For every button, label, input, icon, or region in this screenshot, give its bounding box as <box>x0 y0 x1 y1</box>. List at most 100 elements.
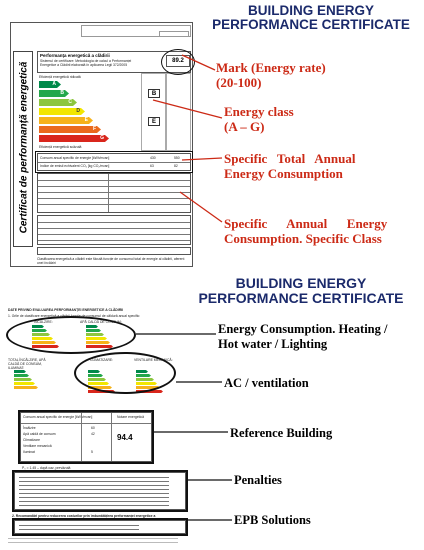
general-data-section <box>37 215 191 245</box>
callout-reference-building: Reference Building <box>230 426 332 441</box>
class-letter-e: E <box>84 117 88 123</box>
penalties-table <box>14 472 186 510</box>
total-bar-e <box>14 386 38 389</box>
solutions-highlight <box>12 518 188 536</box>
callout-total-line-2: Energy Consumption <box>224 166 343 182</box>
callout-class-line-2: (A – G) <box>224 119 265 135</box>
general-line-2 <box>38 228 190 229</box>
callout-mark-line-1: Mark (Energy rate) <box>216 60 326 75</box>
total-scale <box>14 370 42 390</box>
arrow-specific <box>179 191 223 223</box>
ref-score: 94.4 <box>117 433 133 442</box>
bottom-title: BUILDING ENERGY PERFORMANCE CERTIFICATE <box>178 276 424 305</box>
spec-col-line <box>108 174 109 212</box>
solutions-line-1 <box>19 525 139 526</box>
ref-header-line <box>21 423 151 424</box>
ref-value-1: 60 <box>91 426 95 430</box>
ref-row-2: Apă caldă de consum <box>23 432 56 436</box>
class-letter-f: F <box>92 126 96 132</box>
performance-header-text: Sistemul de certificare: Metodologia de … <box>40 59 132 68</box>
penalty-line-1 <box>19 477 169 478</box>
spec-row-line-5 <box>38 204 190 205</box>
consumption-divider <box>38 162 190 163</box>
penalty-line-3 <box>19 485 169 486</box>
consumption-highlight-rect <box>35 151 193 173</box>
solutions-box <box>14 520 186 534</box>
footer-line-1 <box>8 538 178 539</box>
class-letter-a: A <box>52 81 56 87</box>
class-bar-g: G <box>39 135 109 142</box>
ref-row-3: Climatizare <box>23 438 40 442</box>
energy-class-scale: Eficiență energetică ridicată A B C D E … <box>37 75 141 151</box>
ref-row-1: Încălzire <box>23 426 36 430</box>
bottom-title-line-2: PERFORMANCE CERTIFICATE <box>198 289 404 306</box>
footer-line-2 <box>8 542 178 543</box>
callout-mark-line-2: (20-100) <box>216 75 262 91</box>
co2-row-label: Indice de emisii echivalent CO₂ [kg CO₂/… <box>40 164 110 168</box>
solutions-line-2 <box>19 529 139 530</box>
class-bar-f: F <box>39 126 101 133</box>
vertical-title-bar: Certificat de performanță energetică <box>13 51 33 247</box>
cert2-section-title: DATE PRIVIND EVALUAREA PERFORMANȚEI ENER… <box>8 308 124 312</box>
consumption-value-2: 550 <box>174 156 180 160</box>
reference-class-marker: E <box>148 117 160 126</box>
callout-consumption: Energy Consumption. Heating / Hot water … <box>218 322 422 352</box>
penalty-line-2 <box>19 481 169 482</box>
callout-ac-line: AC / ventilation <box>224 376 309 390</box>
header-table <box>81 25 191 37</box>
arrow-mark <box>181 54 216 71</box>
general-line-3 <box>38 234 190 235</box>
arrow-class <box>152 99 223 119</box>
spec-row-line-3 <box>38 192 190 193</box>
scale-top-label: Eficiență energetică ridicată <box>39 75 81 79</box>
scale-bottom-label: Eficiență energetică scăzută <box>39 145 82 149</box>
consumption-row-label: Consum anual specific de energie [kWh/m²… <box>40 156 110 160</box>
score-highlight-ellipse <box>161 49 195 75</box>
callout-epb-line: EPB Solutions <box>234 513 311 527</box>
callout-specific-line-1: Specific Annual Energy <box>224 216 388 231</box>
spec-row-line-2 <box>38 186 190 187</box>
ref-header: Consum anual specific de energie [kWh/m²… <box>23 415 93 419</box>
certificate-footnote: Clasificarea energetică a clădirii este … <box>37 257 185 266</box>
total-bar-b <box>14 374 29 377</box>
callout-consumption-line-1: Energy Consumption. Heating / <box>218 322 388 336</box>
ref-row-5: Iluminat <box>23 450 35 454</box>
co2-value-2: 82 <box>174 164 178 168</box>
callout-consumption-line-2: Hot water / Lighting <box>218 337 328 351</box>
total-bar-a <box>14 370 26 373</box>
class-letter-g: G <box>100 135 104 141</box>
penalty-formula: P₀ = 1.45 – după caz, prevăzută <box>22 466 71 470</box>
general-line-4 <box>38 240 190 241</box>
callout-mark: Mark (Energy rate) (20-100) <box>216 60 326 91</box>
total-bar-d <box>14 382 35 385</box>
callout-total-consumption: Specific Total Annual Energy Consumption <box>224 151 420 182</box>
reference-building-table: Consum anual specific de energie [kWh/m²… <box>20 412 152 462</box>
label-total: TOTAL ÎNCĂLZIRE, APĂ CALDĂ DE CONSUM, IL… <box>8 358 46 371</box>
class-bar-d: D <box>39 108 85 115</box>
arrow-total <box>181 157 223 161</box>
callout-epb-solutions: EPB Solutions <box>234 513 311 528</box>
building-class-column <box>141 73 166 151</box>
penalty-line-8 <box>19 505 169 506</box>
consumption-highlight-ellipse <box>6 316 136 354</box>
performance-header-title: Performanța energetică a clădirii <box>40 53 110 58</box>
class-letter-d: D <box>76 108 80 114</box>
header-code-box <box>159 31 189 37</box>
co2-value-1: 63 <box>150 164 154 168</box>
general-line-1 <box>38 222 190 223</box>
vent-bar-f <box>136 390 163 393</box>
ref-value-2: 42 <box>91 432 95 436</box>
callout-ac-ventilation: AC / ventilation <box>224 376 309 391</box>
class-letter-c: C <box>68 99 72 105</box>
class-letter-b: B <box>60 90 64 96</box>
class-bar-b: B <box>39 90 69 97</box>
top-callout-arrows <box>152 54 223 223</box>
callout-specific-consumption: Specific Annual Energy Consumption. Spec… <box>224 216 422 247</box>
spec-row-line-1 <box>38 180 190 181</box>
certificate-page-2: DATE PRIVIND EVALUAREA PERFORMANȚEI ENER… <box>4 306 190 544</box>
consumption-table: Consum anual specific de energie [kWh/m²… <box>37 153 191 171</box>
consumption-value-1: 430 <box>150 156 156 160</box>
penalties-highlight <box>12 470 188 512</box>
bottom-title-line-1: BUILDING ENERGY <box>235 275 367 291</box>
class-bar-c: C <box>39 99 77 106</box>
